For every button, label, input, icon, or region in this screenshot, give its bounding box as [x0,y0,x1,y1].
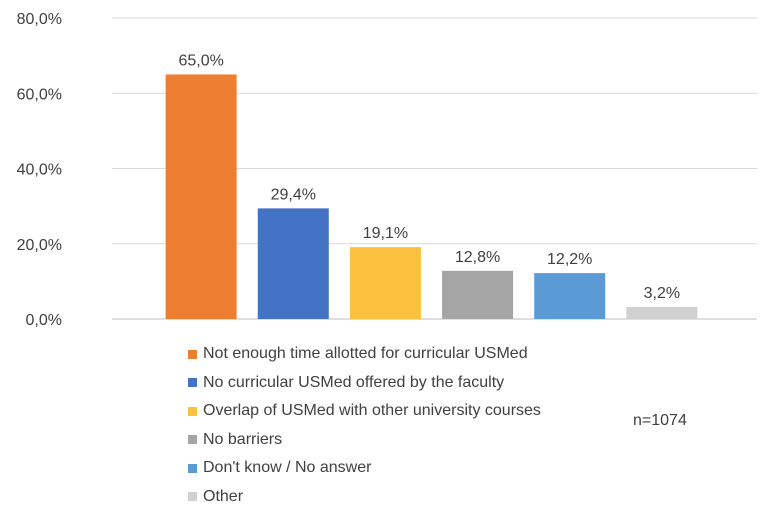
data-label: 12,2% [547,251,592,268]
legend-item: Overlap of USMed with other university c… [188,397,541,426]
legend-swatch [188,407,197,416]
legend-label: Not enough time allotted for curricular … [203,345,528,363]
y-tick-label: 40,0% [17,162,62,179]
y-tick-label: 0,0% [26,312,62,329]
legend-item: No barriers [188,426,541,455]
bar [166,74,237,319]
bar [442,271,513,319]
legend-item: Not enough time allotted for curricular … [188,340,541,369]
legend: Not enough time allotted for curricular … [188,340,541,511]
data-label: 29,4% [271,186,316,203]
legend-item: Don't know / No answer [188,454,541,483]
legend-label: Don't know / No answer [203,459,371,477]
y-tick-label: 80,0% [17,11,62,28]
y-axis-ticks: 0,0% 20,0% 40,0% 60,0% 80,0% [17,11,62,329]
bar [626,307,697,319]
legend-swatch [188,464,197,473]
y-tick-label: 20,0% [17,237,62,254]
legend-label: Other [203,488,243,506]
bar [534,273,605,319]
data-labels: 65,0% 29,4% 19,1% 12,8% 12,2% 3,2% [178,52,680,302]
bar [350,247,421,319]
bar [258,208,329,319]
legend-swatch [188,492,197,501]
legend-item: No curricular USMed offered by the facul… [188,369,541,398]
legend-swatch [188,378,197,387]
data-label: 65,0% [178,52,223,69]
y-tick-label: 60,0% [17,86,62,103]
legend-label: No barriers [203,431,282,449]
sample-size-annotation: n=1074 [633,412,687,430]
data-label: 3,2% [644,285,680,302]
bars [166,74,698,319]
legend-swatch [188,435,197,444]
data-label: 19,1% [363,225,408,242]
legend-label: Overlap of USMed with other university c… [203,402,541,420]
data-label: 12,8% [455,249,500,266]
legend-swatch [188,350,197,359]
legend-label: No curricular USMed offered by the facul… [203,374,504,392]
